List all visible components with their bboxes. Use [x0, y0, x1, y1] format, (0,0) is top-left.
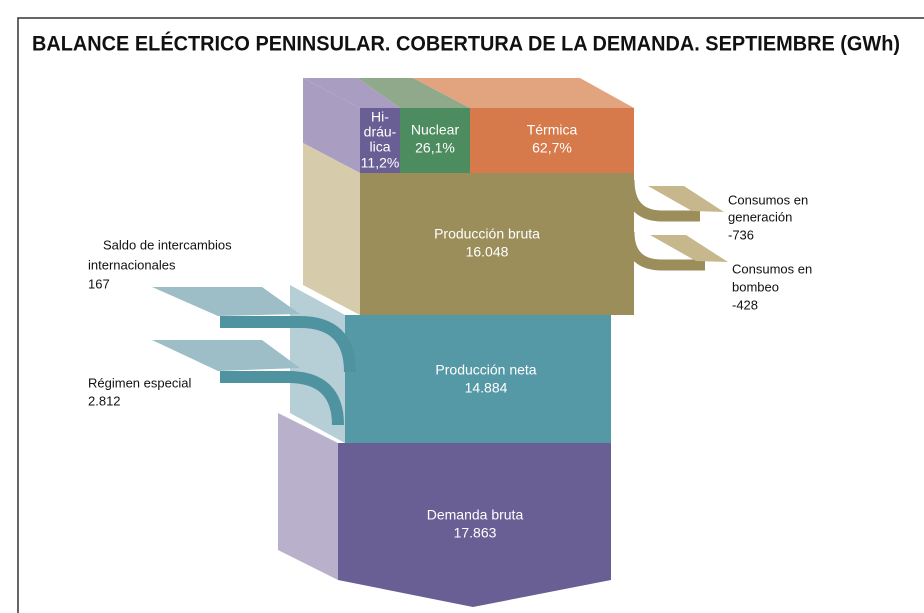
input-value: 2.812: [88, 393, 121, 408]
output-label: generación: [728, 209, 792, 224]
block-label: Producción bruta: [434, 226, 540, 242]
demand-block: [338, 443, 611, 607]
input-arrow: [220, 371, 344, 426]
output-arrow-top: [650, 235, 728, 262]
source-share: 11,2%: [361, 155, 400, 171]
input-value: 167: [88, 276, 110, 291]
output-label: Consumos en: [728, 192, 808, 207]
output-label: bombeo: [732, 279, 779, 294]
source-label: Hi-: [371, 109, 389, 125]
input-arrow-top: [152, 340, 300, 371]
side-face: [303, 143, 360, 315]
side-face: [278, 413, 338, 580]
source-share: 62,7%: [532, 140, 572, 156]
output-value: -736: [728, 227, 754, 242]
output-label: Consumos en: [732, 261, 812, 276]
output-arrow: [623, 179, 700, 222]
output-arrow-top: [648, 186, 724, 212]
input-label: Saldo de intercambios: [103, 237, 232, 252]
source-label: Térmica: [527, 122, 578, 138]
thermal-block: [470, 108, 634, 173]
block-label: Demanda bruta: [427, 507, 524, 523]
block-value: 16.048: [466, 244, 509, 260]
nuclear-block: [400, 108, 470, 173]
source-share: 26,1%: [415, 140, 455, 156]
input-label: Régimen especial: [88, 375, 191, 390]
block-value: 14.884: [465, 380, 508, 396]
input-arrow: [220, 316, 356, 373]
output-value: -428: [732, 297, 758, 312]
source-label: dráu-: [364, 124, 397, 140]
gross-production-block: [360, 173, 634, 315]
block-label: Producción neta: [435, 362, 536, 378]
input-arrow-top: [152, 287, 300, 316]
top-face: [303, 78, 400, 108]
side-face: [303, 78, 360, 173]
top-face: [358, 78, 470, 108]
input-label: internacionales: [88, 257, 176, 272]
hydro-block: [360, 108, 400, 173]
title: BALANCE ELÉCTRICO PENINSULAR. COBERTURA …: [32, 33, 900, 56]
output-arrow: [623, 231, 705, 271]
source-label: Nuclear: [411, 122, 460, 138]
block-value: 17.863: [454, 525, 497, 541]
top-face: [413, 78, 634, 108]
net-production-block: [345, 315, 611, 443]
source-label: lica: [369, 139, 390, 155]
